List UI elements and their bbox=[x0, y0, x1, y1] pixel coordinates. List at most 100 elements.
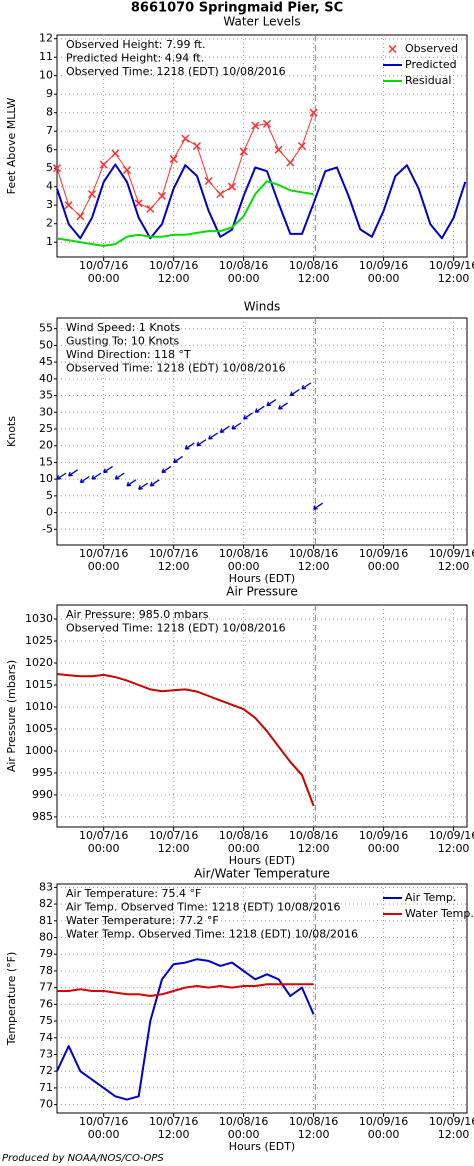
data-line bbox=[56, 163, 467, 240]
y-tick-label: 30 bbox=[39, 405, 53, 418]
data-line bbox=[57, 983, 314, 997]
x-tick-label: 10/09/16 bbox=[359, 1115, 408, 1128]
panel-title: Air/Water Temperature bbox=[194, 867, 330, 881]
x-tick-label: 00:00 bbox=[368, 272, 400, 285]
x-axis-label: Hours (EDT) bbox=[229, 854, 295, 867]
x-tick-label: 00:00 bbox=[368, 1128, 400, 1141]
y-tick-label: 2 bbox=[46, 217, 53, 230]
annotation: Observed Time: 1218 (EDT) 10/08/2016 bbox=[66, 65, 286, 78]
x-tick-label: 00:00 bbox=[228, 1128, 260, 1141]
y-tick-label: 35 bbox=[39, 389, 53, 402]
y-tick-label: 1015 bbox=[25, 678, 53, 691]
x-tick-label: 10/07/16 bbox=[79, 547, 128, 560]
x-tick-label: 12:00 bbox=[298, 560, 330, 573]
wind-arrow bbox=[79, 475, 90, 484]
plot-frame bbox=[56, 883, 468, 1114]
wind-arrow bbox=[266, 399, 277, 407]
y-tick-label: 73 bbox=[39, 1047, 53, 1060]
annotation: Air Temperature: 75.4 °F bbox=[66, 887, 201, 900]
x-marker bbox=[192, 141, 202, 151]
y-tick-label: 0 bbox=[46, 506, 53, 519]
x-marker bbox=[76, 212, 85, 221]
y-tick-label: 83 bbox=[39, 880, 53, 893]
annotation: Wind Speed: 1 Knots bbox=[66, 321, 181, 334]
x-tick-label: 00:00 bbox=[88, 842, 120, 855]
y-tick-label: 81 bbox=[39, 914, 53, 927]
x-tick-label: 10/08/16 bbox=[219, 1115, 268, 1128]
x-axis-label: Hours (EDT) bbox=[229, 1140, 295, 1153]
x-axis-label: Hours (EDT) bbox=[229, 572, 295, 585]
x-tick-label: 12:00 bbox=[438, 560, 470, 573]
y-tick-label: 1005 bbox=[25, 722, 53, 735]
y-tick-label: 1 bbox=[46, 235, 53, 248]
x-tick-label: 00:00 bbox=[228, 272, 260, 285]
wind-arrow bbox=[68, 469, 79, 477]
y-tick-label: 11 bbox=[39, 50, 53, 63]
y-tick-label: 40 bbox=[39, 372, 53, 385]
x-tick-label: 10/09/16 bbox=[429, 259, 474, 272]
y-tick-label: 20 bbox=[39, 439, 53, 452]
x-tick-label: 00:00 bbox=[228, 842, 260, 855]
legend-label: Predicted bbox=[405, 58, 457, 71]
y-tick-label: 71 bbox=[39, 1081, 53, 1094]
y-axis-label: Feet Above MLLW bbox=[5, 98, 18, 195]
wind-arrow bbox=[91, 472, 102, 480]
wind-arrow bbox=[196, 439, 207, 447]
y-tick-label: 80 bbox=[39, 930, 53, 943]
data-line bbox=[56, 180, 314, 247]
legend-label: Water Temp. bbox=[405, 907, 474, 920]
x-tick-label: 00:00 bbox=[368, 842, 400, 855]
x-tick-label: 10/08/16 bbox=[219, 259, 268, 272]
wind-arrow bbox=[254, 405, 265, 413]
x-tick-label: 00:00 bbox=[88, 1128, 120, 1141]
x-marker bbox=[251, 121, 260, 130]
annotation: Wind Direction: 118 °T bbox=[66, 348, 191, 361]
wind-arrow bbox=[301, 382, 312, 390]
x-tick-label: 10/08/16 bbox=[219, 547, 268, 560]
x-tick-label: 10/08/16 bbox=[289, 1115, 338, 1128]
legend-label: Air Temp. bbox=[405, 891, 456, 904]
x-tick-label: 10/07/16 bbox=[149, 547, 198, 560]
footer: Produced by NOAA/NOS/CO-OPS bbox=[2, 1153, 164, 1164]
wind-arrow bbox=[114, 472, 125, 480]
x-tick-label: 00:00 bbox=[228, 560, 260, 573]
x-tick-label: 12:00 bbox=[158, 272, 190, 285]
x-marker bbox=[216, 190, 225, 199]
x-tick-label: 12:00 bbox=[158, 842, 190, 855]
x-marker bbox=[157, 191, 167, 200]
wind-arrow bbox=[278, 402, 288, 410]
x-tick-label: 12:00 bbox=[438, 1128, 470, 1141]
x-marker bbox=[309, 108, 318, 117]
wind-arrow bbox=[138, 482, 149, 490]
x-marker bbox=[99, 160, 108, 169]
wind-arrow bbox=[161, 465, 172, 474]
x-marker bbox=[286, 158, 295, 167]
x-tick-label: 12:00 bbox=[298, 1128, 330, 1141]
x-tick-label: 12:00 bbox=[298, 272, 330, 285]
wind-arrow bbox=[173, 455, 184, 464]
x-tick-label: 10/09/16 bbox=[429, 1115, 474, 1128]
x-tick-label: 10/07/16 bbox=[79, 1115, 128, 1128]
x-tick-label: 10/09/16 bbox=[429, 829, 474, 842]
x-tick-label: 10/07/16 bbox=[149, 1115, 198, 1128]
y-tick-label: 25 bbox=[39, 422, 53, 435]
wind-arrow bbox=[208, 432, 218, 440]
wind-arrow bbox=[219, 425, 230, 433]
x-tick-label: 12:00 bbox=[438, 842, 470, 855]
x-tick-label: 10/08/16 bbox=[219, 829, 268, 842]
y-tick-label: 10 bbox=[39, 472, 53, 485]
x-tick-label: 12:00 bbox=[158, 1128, 190, 1141]
x-marker bbox=[239, 147, 248, 156]
x-tick-label: 10/08/16 bbox=[289, 547, 338, 560]
y-tick-label: 70 bbox=[39, 1098, 53, 1111]
x-marker bbox=[146, 204, 155, 213]
annotation: Air Temp. Observed Time: 1218 (EDT) 10/0… bbox=[66, 901, 341, 914]
wind-arrow bbox=[243, 412, 253, 420]
y-tick-label: 45 bbox=[39, 355, 53, 368]
y-tick-label: 55 bbox=[39, 322, 53, 335]
legend-label: Observed bbox=[405, 42, 458, 55]
x-marker bbox=[52, 164, 62, 173]
x-tick-label: 00:00 bbox=[368, 560, 400, 573]
y-tick-label: 1025 bbox=[25, 634, 53, 647]
x-marker bbox=[111, 149, 120, 158]
